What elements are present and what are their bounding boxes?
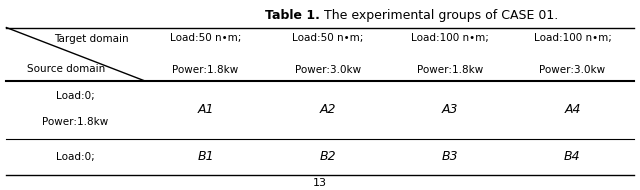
Text: A1: A1: [197, 103, 214, 116]
Text: Load:50 n•m;: Load:50 n•m;: [170, 33, 241, 43]
Text: Load:0;: Load:0;: [56, 152, 95, 162]
Text: Power:3.0kw: Power:3.0kw: [540, 65, 605, 75]
Text: B3: B3: [442, 150, 458, 163]
Text: A4: A4: [564, 103, 580, 116]
Text: Load:50 n•m;: Load:50 n•m;: [292, 33, 364, 43]
Text: Load:0;: Load:0;: [56, 91, 95, 101]
Text: Power:3.0kw: Power:3.0kw: [295, 65, 361, 75]
Text: Source domain: Source domain: [27, 64, 105, 74]
Text: 13: 13: [313, 178, 327, 188]
Text: Load:100 n•m;: Load:100 n•m;: [534, 33, 611, 43]
Text: Load:100 n•m;: Load:100 n•m;: [412, 33, 489, 43]
Text: A3: A3: [442, 103, 458, 116]
Text: Power:1.8kw: Power:1.8kw: [172, 65, 239, 75]
Text: Power:1.8kw: Power:1.8kw: [42, 117, 109, 127]
Text: B1: B1: [197, 150, 214, 163]
Text: B2: B2: [319, 150, 336, 163]
Text: Power:1.8kw: Power:1.8kw: [417, 65, 483, 75]
Text: B4: B4: [564, 150, 580, 163]
Text: Table 1.: Table 1.: [265, 9, 320, 21]
Text: A2: A2: [319, 103, 336, 116]
Text: The experimental groups of CASE 01.: The experimental groups of CASE 01.: [320, 9, 558, 21]
Text: Target domain: Target domain: [54, 34, 129, 44]
